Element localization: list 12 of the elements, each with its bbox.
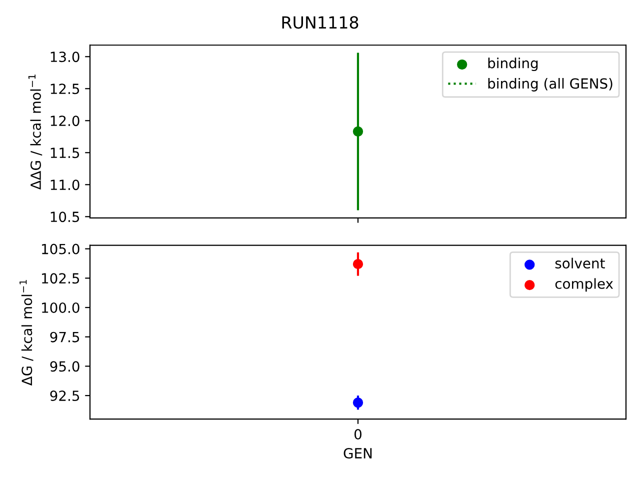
- y-axis-title: ΔG / kcal mol$^{−1}$: [20, 280, 34, 386]
- y-tick-label: 97.5: [50, 332, 80, 342]
- y-tick-label: 100.0: [42, 302, 80, 313]
- legend-label: complex: [555, 278, 614, 292]
- y-tick-label: 102.5: [42, 273, 80, 284]
- y-tick-label: 105.0: [42, 244, 80, 254]
- y-tick-label: 10.5: [50, 212, 80, 222]
- y-tick-label: 95.0: [50, 361, 80, 372]
- x-axis-title: GEN: [344, 448, 372, 459]
- x-tick-label: 0: [354, 429, 362, 440]
- legend-label: solvent: [555, 258, 605, 269]
- y-tick-label: 92.5: [50, 390, 80, 402]
